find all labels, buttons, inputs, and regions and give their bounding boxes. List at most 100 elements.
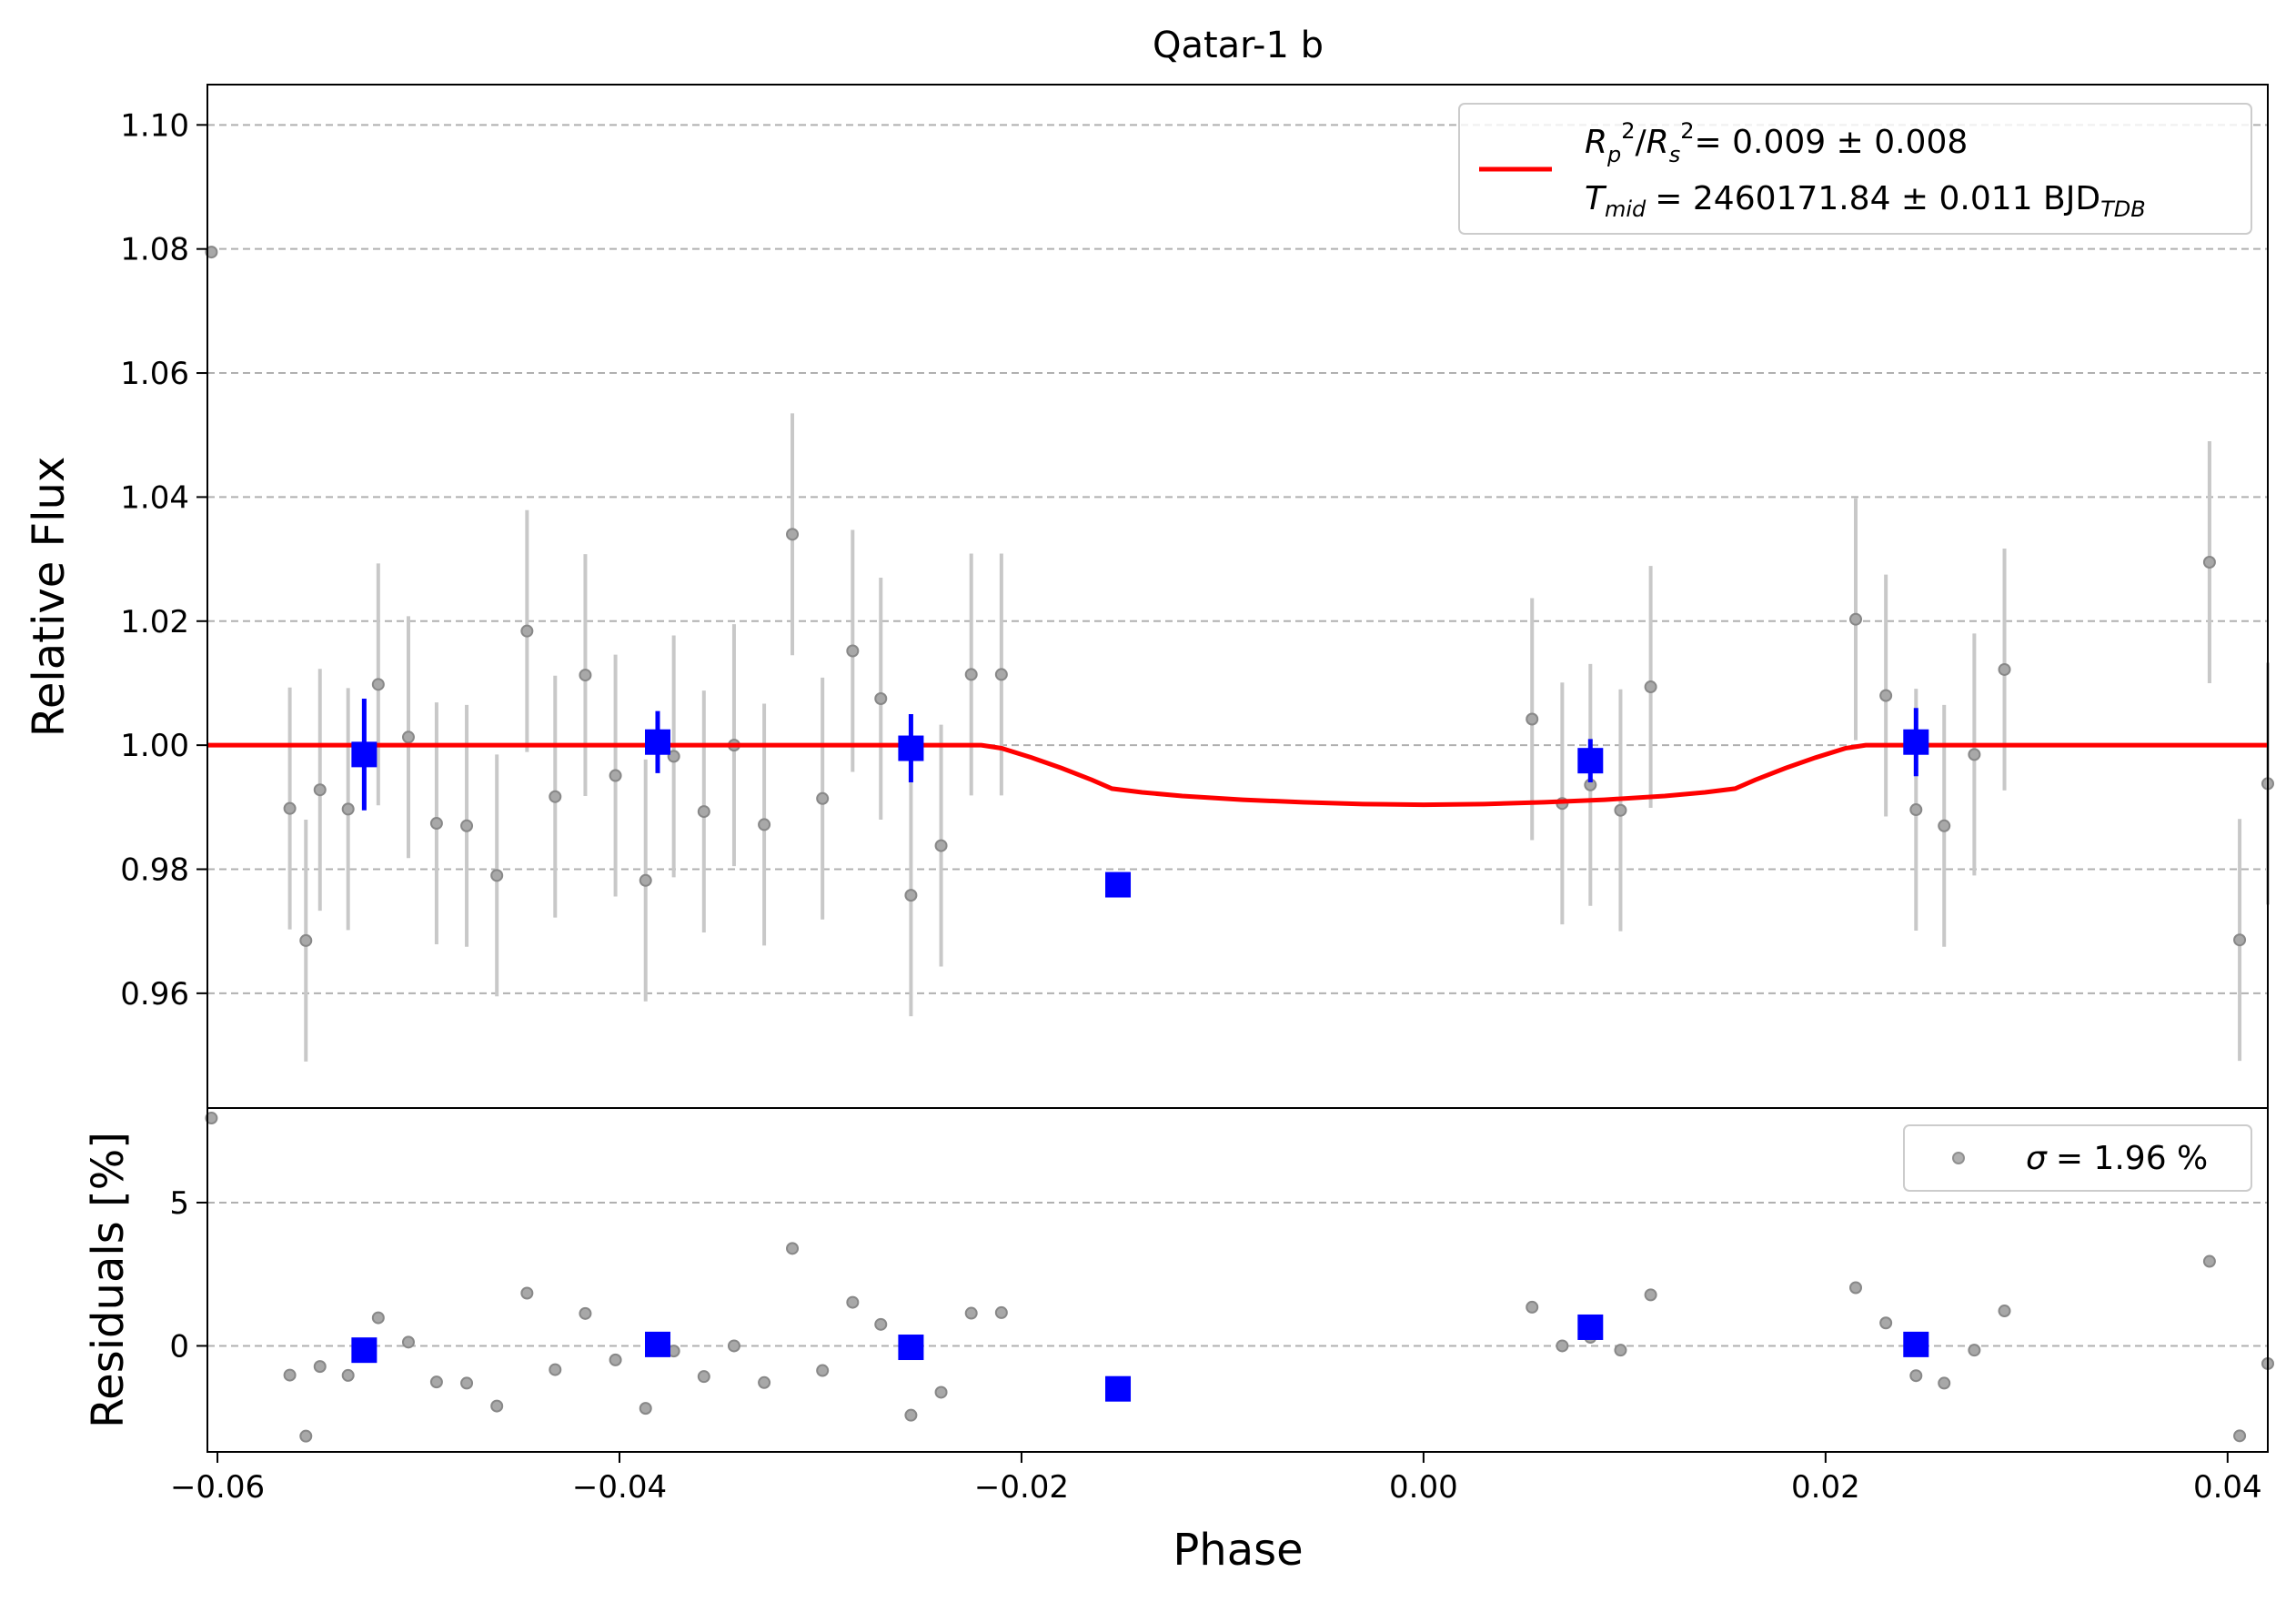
binned-point [1577,748,1604,774]
raw-point [299,933,313,947]
y-tick-label: 1.00 [120,728,189,764]
x-tick-label: −0.02 [974,1469,1069,1506]
residual-panel: 05 −0.06 −0.04 −0.02 0.00 0.02 0.04 Residuals… [83,1107,2274,1576]
residual-y-tick-label: 5 [169,1185,189,1222]
residual-legend-box [1903,1124,2252,1192]
residual-raw-point [1644,1288,1657,1302]
residual-raw-point [964,1306,978,1320]
residual-raw-point [401,1335,415,1349]
y-tick-label: 1.10 [120,107,189,144]
residual-raw-point [1556,1339,1569,1353]
raw-point [1968,748,1981,761]
residual-raw-point [371,1311,385,1325]
raw-point [401,730,415,744]
raw-point [609,769,622,782]
residual-raw-point [579,1306,592,1320]
raw-point [667,750,680,763]
raw-point [2233,933,2247,947]
raw-point [313,783,327,797]
main-legend: Rp2/Rs2= 0.009 ± 0.008 Tmid = 2460171.84 … [1458,103,2252,235]
raw-point [786,528,800,541]
raw-point [964,668,978,681]
residual-raw-point [904,1408,918,1422]
residual-binned-point [898,1335,924,1361]
main-panel: 0.96 0.98 1.00 1.02 1.04 1.06 1.08 1.10 Relativ… [24,84,2274,1109]
raw-point [874,692,888,705]
binned-point [1903,729,1929,755]
raw-point [758,818,771,831]
residual-y-axis-label: Residuals [%] [83,1132,134,1428]
residual-raw-point [299,1429,313,1443]
residual-raw-point [639,1402,652,1416]
x-tick-label: 0.00 [1389,1469,1458,1506]
raw-point [1938,819,1951,832]
residual-binned-point [1903,1331,1929,1357]
raw-point [2202,556,2216,569]
legend-tmid: Tmid = 2460171.84 ± 0.011 BJDTDB [1585,180,2146,222]
raw-point [460,819,474,832]
raw-point [205,246,218,259]
residual-raw-point [1879,1316,1893,1330]
transit-model [207,742,2268,808]
residual-raw-point [460,1376,474,1390]
legend-sigma: σ = 1.96 % [2026,1140,2208,1177]
binned-point [351,741,378,768]
raw-point [520,624,534,638]
raw-point [1998,662,2011,676]
residual-raw-point [429,1375,443,1389]
residual-y-ticks: 05 [169,1185,207,1365]
residual-raw-point [874,1317,888,1331]
x-tick-label: 0.04 [2193,1469,2262,1506]
binned-point [644,729,670,755]
residual-binned-point [351,1337,378,1364]
x-ticks: −0.06 −0.04 −0.02 0.00 0.02 0.04 [170,1452,2262,1506]
model-curve [207,742,2268,808]
chart-title: Qatar-1 b [1153,25,1324,66]
y-tick-label: 0.96 [120,976,189,1013]
residual-raw-point [846,1295,860,1309]
residual-binned-point [644,1331,670,1357]
residual-raw-point [1998,1305,2011,1318]
raw-point [1849,612,1862,626]
residual-raw-point [205,1112,218,1125]
raw-point [1879,689,1893,702]
residual-raw-point [520,1286,534,1300]
x-axis-label: Phase [1173,1525,1303,1576]
residual-legend: σ = 1.96 % [1903,1124,2252,1192]
residual-raw-point [1909,1369,1923,1383]
raw-point [934,839,948,852]
raw-point [1644,680,1657,694]
raw-point [1614,803,1627,817]
main-y-axis-label: Relative Flux [24,457,75,738]
residual-raw-point [609,1353,622,1366]
residual-binned-points [351,1314,1929,1402]
residual-raw-point [1849,1281,1862,1295]
raw-point [816,791,830,805]
residual-raw-point [283,1368,297,1382]
residual-axes-frame [206,1107,2269,1453]
residual-raw-point [341,1368,355,1382]
raw-point [904,889,918,902]
raw-point [371,678,385,691]
raw-point [549,790,562,803]
residual-raw-point [2233,1429,2247,1443]
binned-points [351,699,1929,898]
raw-point [697,805,710,819]
x-tick-label: −0.04 [572,1469,667,1506]
raw-point [1526,712,1539,726]
residual-raw-point [934,1385,948,1399]
raw-point [994,668,1008,681]
residual-raw-point [1938,1376,1951,1390]
raw-point [341,802,355,816]
residual-raw-point [816,1364,830,1377]
residual-binned-point [1577,1314,1604,1340]
residual-raw-point [1526,1300,1539,1314]
residual-raw-point [1614,1344,1627,1357]
raw-point [490,869,504,882]
y-tick-label: 1.04 [120,479,189,516]
raw-point [579,669,592,682]
y-tick-label: 1.08 [120,232,189,268]
main-legend-box [1458,103,2252,235]
